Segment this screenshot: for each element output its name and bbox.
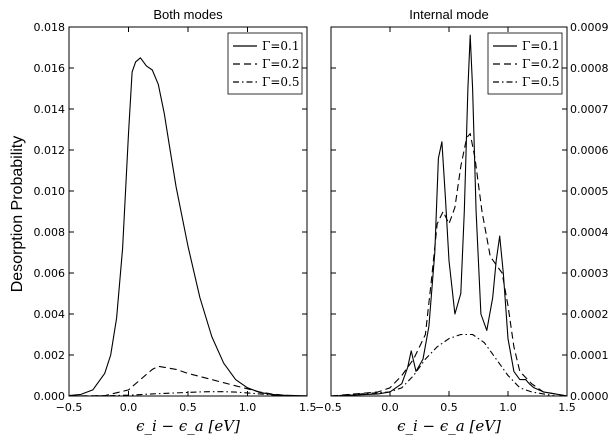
x-tick-label-right-1: 0.0 [381, 401, 399, 414]
y-tick-label-right-9: 0.0009 [570, 21, 609, 34]
y-tick-label-right-7: 0.0007 [570, 103, 609, 116]
plot-frame-right [330, 26, 568, 397]
y-tick-label-left-2: 0.004 [34, 308, 66, 321]
y-tick-label-left-6: 0.012 [34, 144, 66, 157]
y-tick-label-right-1: 0.0001 [570, 349, 609, 362]
y-tick-label-right-0: 0.0000 [570, 390, 609, 403]
series-group-right [330, 34, 568, 397]
legend-frame-left [227, 32, 303, 95]
ticks-right: −0.5 0.0 0.5 1.0 1.50.0000 0.0001 0.0002 0.0003… [315, 21, 609, 414]
x-tick-label-right-4: 1.5 [558, 401, 576, 414]
panel-title-right: Internal mode [409, 7, 489, 22]
series-line-left-2 [68, 391, 284, 397]
y-axis-label: Desorption Probability [9, 136, 26, 293]
legend-left: Γ=0.1 Γ=0.2 Γ=0.5 [227, 32, 303, 95]
legend-label-left-0: Γ=0.1 [262, 39, 299, 53]
ticks-left: −0.5 0.0 0.5 1.0 1.5 0.000 0.002 0.004 0.006 0.00… [34, 21, 317, 414]
x-tick-label-left-1: 0.0 [120, 401, 138, 414]
y-tick-label-left-1: 0.002 [34, 349, 66, 362]
y-tick-label-left-3: 0.006 [34, 267, 66, 280]
legend-label-right-0: Γ=0.1 [522, 39, 559, 53]
legend-label-right-1: Γ=0.2 [522, 57, 559, 71]
y-tick-label-right-5: 0.0005 [570, 185, 609, 198]
series-line-right-1 [330, 133, 568, 397]
y-tick-label-left-7: 0.014 [34, 103, 66, 116]
series-line-right-0 [330, 34, 568, 397]
x-tick-label-left-2: 0.5 [179, 401, 197, 414]
legend-label-left-1: Γ=0.2 [262, 57, 299, 71]
series-line-left-1 [68, 365, 284, 397]
x-axis-label-left: ϵ_i − ϵ_a [eV] [136, 417, 240, 435]
series-line-left-0 [68, 57, 308, 397]
x-tick-label-right-0: −0.5 [315, 401, 342, 414]
y-tick-label-right-6: 0.0006 [570, 144, 609, 157]
plot-frame-left [68, 26, 308, 397]
series-group-left [68, 57, 308, 397]
panel-left: Both modes −0.5 0.0 0.5 1.0 1.5 0.000 0.002 0.0… [34, 7, 317, 435]
x-tick-label-left-0: −0.5 [56, 401, 83, 414]
legend-label-right-2: Γ=0.5 [522, 75, 559, 89]
y-tick-label-right-4: 0.0004 [570, 226, 609, 239]
legend-label-left-2: Γ=0.5 [262, 75, 299, 89]
panel-title-left: Both modes [153, 7, 223, 22]
legend-right: Γ=0.1 Γ=0.2 Γ=0.5 [487, 32, 563, 95]
legend-frame-right [487, 32, 563, 95]
y-tick-label-right-8: 0.0008 [570, 62, 609, 75]
y-tick-label-left-0: 0.000 [34, 390, 66, 403]
y-tick-label-right-2: 0.0002 [570, 308, 609, 321]
y-tick-label-left-9: 0.018 [34, 21, 66, 34]
y-tick-label-right-3: 0.0003 [570, 267, 609, 280]
y-tick-label-left-5: 0.010 [34, 185, 66, 198]
x-tick-label-right-3: 1.0 [499, 401, 517, 414]
y-tick-label-left-8: 0.016 [34, 62, 66, 75]
x-tick-label-left-3: 1.0 [239, 401, 257, 414]
x-tick-label-left-4: 1.5 [299, 401, 317, 414]
panel-right: Internal mode −0.5 0.0 0.5 1.0 1.50.0000 0.00… [315, 7, 609, 435]
series-line-right-2 [330, 333, 567, 397]
x-tick-label-right-2: 0.5 [440, 401, 458, 414]
y-tick-label-left-4: 0.008 [34, 226, 66, 239]
x-axis-label-right: ϵ_i − ϵ_a [eV] [397, 417, 501, 435]
